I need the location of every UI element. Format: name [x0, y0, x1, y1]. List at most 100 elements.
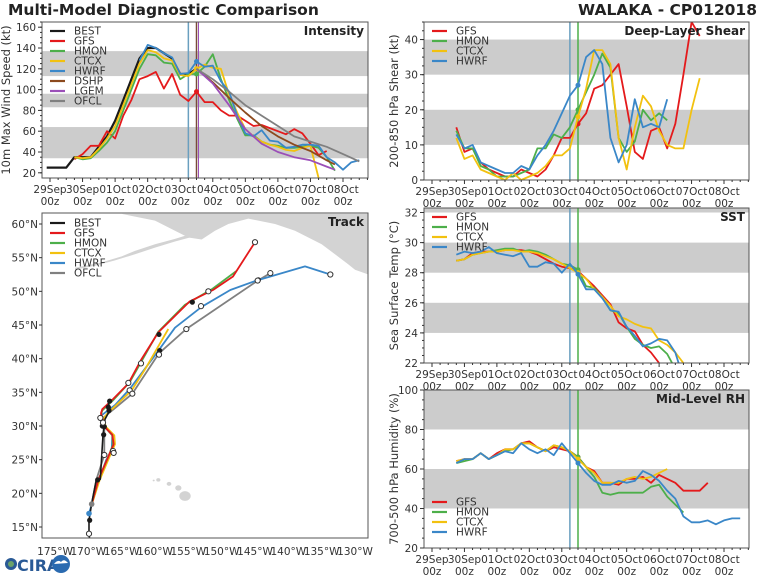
panel-title: Mid-Level RH — [656, 392, 745, 406]
x-tick-sublabel: 00z — [617, 566, 636, 576]
track-marker-ofcl — [88, 501, 95, 507]
x-tick-sublabel: 00z — [423, 198, 442, 210]
x-tick-sublabel: 00z — [650, 198, 669, 210]
track-forecast-point — [327, 271, 334, 278]
land-hawaii-island — [179, 491, 191, 501]
y-tick-label: 140 — [16, 43, 36, 55]
x-tick-label: 06Oct — [643, 186, 675, 198]
y-tick-label: 100 — [398, 385, 418, 397]
legend-label-hmon: HMON — [74, 46, 107, 58]
legend-label-gfs: GFS — [456, 212, 477, 224]
y-axis-label: 200-850 hPa Shear (kt) — [387, 34, 401, 167]
x-tick-sublabel: 00z — [455, 566, 474, 576]
track-forecast-point — [125, 379, 132, 387]
shaded-band — [424, 302, 749, 333]
y-tick-label: 32 — [405, 208, 418, 220]
shaded-band — [424, 242, 749, 273]
marker-lines — [569, 390, 579, 548]
sst-panel: 22242628303229Sep00z30Sep00z01Oct00z02Oc… — [387, 207, 750, 393]
track-panel: 15°N 20°N 25°N 30°N 35°N 40°N 45°N 50°N 55°N 60°N… — [12, 212, 373, 558]
x-tick-label: 01Oct — [481, 369, 513, 381]
x-tick-label: 06Oct — [643, 369, 675, 381]
land-hawaii-island — [175, 485, 182, 491]
legend-label-ctcx: CTCX — [456, 46, 484, 58]
band-group — [424, 390, 749, 509]
series-line-hwrf — [138, 44, 360, 171]
storm-id-title: WALAKA - CP012018 — [578, 1, 757, 19]
map-frame — [41, 212, 369, 539]
track-best-point — [87, 517, 93, 523]
series-line-hwrf — [455, 246, 680, 363]
panel-title: SST — [720, 210, 746, 224]
lat-tick-label: 50°N — [12, 286, 38, 298]
x-tick-label: 03Oct — [546, 186, 578, 198]
track-forecast-point — [254, 277, 261, 284]
x-tick-sublabel: 00z — [73, 196, 92, 208]
lat-tick-label: 25°N — [12, 455, 38, 467]
x-tick-sublabel: 00z — [715, 198, 734, 210]
y-tick-label: 28 — [405, 268, 418, 280]
series-line-lgem — [195, 68, 336, 171]
legend-label-hmon: HMON — [456, 222, 489, 234]
x-tick-label: 04Oct — [197, 184, 229, 196]
x-tick-label: 07Oct — [676, 554, 708, 566]
track-forecast-point — [183, 325, 190, 333]
x-tick-label: 04Oct — [578, 554, 610, 566]
x-tick-sublabel: 00z — [423, 566, 442, 576]
x-tick-label: 01Oct — [481, 186, 513, 198]
series-marker-gfs — [194, 89, 199, 95]
y-tick-label: 22 — [405, 358, 418, 370]
legend-label-ofcl: OFCL — [74, 268, 102, 280]
x-tick-label: 01Oct — [99, 184, 131, 196]
lon-tick-label: 145°W — [237, 546, 273, 558]
track-best-point — [156, 331, 162, 338]
series-marker-hwrf — [194, 59, 199, 65]
legend-label-ofcl: OFCL — [74, 96, 102, 108]
series-line-ofcl — [196, 68, 360, 163]
x-tick-sublabel: 00z — [138, 196, 157, 208]
track-forecast-point — [110, 449, 117, 457]
y-tick-label: 40 — [23, 147, 36, 159]
shaded-band — [42, 51, 368, 77]
cloud-badge-icon — [52, 555, 70, 573]
series-marker-hwrf — [575, 271, 581, 277]
legend-label-best: BEST — [74, 218, 102, 230]
lat-tick-label: 35°N — [12, 387, 38, 399]
track-best-point — [105, 404, 111, 410]
lon-tick-label: 130°W — [337, 546, 373, 558]
lon-tick-label: 165°W — [104, 546, 140, 558]
legend-label-hmon: HMON — [456, 36, 489, 48]
legend-label-dshp: DSHP — [74, 76, 103, 88]
lat-tick-label: 45°N — [12, 320, 38, 332]
y-axis-label: Sea Surface Temp (°C) — [387, 221, 401, 351]
series-group — [46, 44, 360, 178]
legend-label-ctcx: CTCX — [456, 232, 484, 244]
y-tick-label: 26 — [405, 298, 419, 310]
y-tick-label: 30 — [405, 70, 418, 82]
x-tick-sublabel: 00z — [552, 566, 571, 576]
x-tick-label: 30Sep — [448, 554, 481, 566]
x-tick-label: 01Oct — [481, 554, 513, 566]
series-marker-hwrf — [575, 82, 581, 88]
x-tick-sublabel: 00z — [487, 566, 506, 576]
track-series-group — [85, 239, 334, 538]
lon-tick-label: 170°W — [70, 546, 106, 558]
x-tick-sublabel: 00z — [334, 196, 353, 208]
legend-label-lgem: LGEM — [74, 86, 104, 98]
y-tick-label: 20 — [405, 105, 418, 117]
x-tick-label: 04Oct — [578, 369, 610, 381]
series-marker-hmon — [194, 71, 199, 77]
x-tick-sublabel: 00z — [171, 196, 190, 208]
cira-logo-text: CIRA — [17, 556, 60, 575]
x-tick-label: 29Sep — [415, 554, 448, 566]
track-forecast-point — [197, 303, 205, 310]
x-tick-sublabel: 00z — [487, 198, 506, 210]
y-tick-label: 80 — [23, 105, 36, 117]
y-tick-label: 120 — [16, 64, 36, 76]
lon-tick-label: 150°W — [204, 546, 240, 558]
series-line-hwrf — [455, 49, 669, 174]
x-tick-sublabel: 00z — [715, 566, 734, 576]
y-tick-label: 20 — [23, 168, 36, 180]
